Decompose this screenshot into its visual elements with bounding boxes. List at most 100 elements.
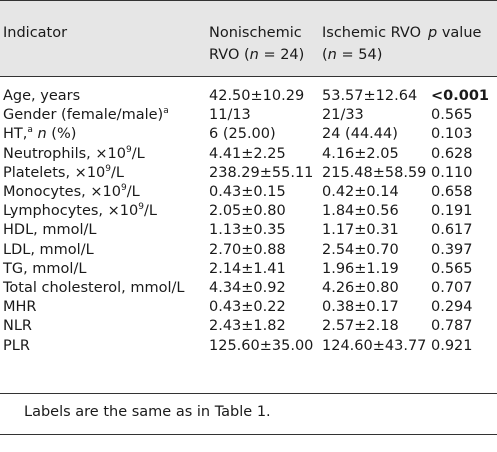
header-nonischemic-line1: Nonischemic: [209, 25, 302, 41]
cell-ischemic: 0.38±0.17: [322, 299, 399, 316]
header-pvalue-p: p: [428, 25, 438, 41]
cell-ischemic: 1.96±1.19: [322, 260, 399, 277]
table-footnote: Labels are the same as in Table 1.: [24, 404, 271, 420]
table-row: Monocytes, ×109/L 0.43±0.15 0.42±0.14 0.658: [0, 183, 497, 201]
table-row: TG, mmol/L 2.14±1.41 1.96±1.19 0.565: [0, 260, 497, 278]
header-ischemic: Ischemic RVO (n = 54): [322, 22, 421, 66]
cell-indicator: HT,a n (%): [3, 125, 76, 143]
cell-indicator-text: HT,: [3, 126, 28, 143]
cell-indicator-unit: /L: [126, 184, 140, 200]
cell-indicator: MHR: [3, 299, 37, 316]
table-row: HDL, mmol/L 1.13±0.35 1.17±0.31 0.617: [0, 221, 497, 239]
header-indicator-label: Indicator: [3, 25, 68, 41]
header-pvalue-rest: value: [437, 25, 482, 41]
cell-nonischemic: 2.14±1.41: [209, 260, 286, 277]
header-nonischemic-pre: RVO (: [209, 47, 250, 63]
cell-nonischemic: 4.41±2.25: [209, 145, 286, 162]
cell-indicator-text: Monocytes, ×10: [3, 184, 121, 200]
table-row: Total cholesterol, mmol/L 4.34±0.92 4.26±0…: [0, 279, 497, 297]
cell-nonischemic: 11/13: [209, 107, 251, 124]
cell-pvalue: 0.565: [431, 260, 473, 277]
cell-indicator: HDL, mmol/L: [3, 222, 97, 239]
cell-nonischemic: 125.60±35.00: [209, 337, 314, 354]
header-pvalue: p value: [428, 22, 481, 44]
cell-pvalue: 0.103: [431, 126, 473, 143]
cell-nonischemic: 42.50±10.29: [209, 88, 305, 104]
table-row: PLR 125.60±35.00 124.60±43.77 0.921: [0, 337, 497, 355]
cell-pvalue: 0.110: [431, 164, 473, 181]
cell-indicator: Lymphocytes, ×109/L: [3, 202, 157, 220]
cell-indicator-text: Neutrophils, ×10: [3, 145, 126, 162]
header-ischemic-pre: (: [322, 47, 328, 63]
cell-ischemic: 24 (44.44): [322, 126, 398, 143]
cell-pvalue: 0.921: [431, 337, 473, 354]
cell-ischemic: 2.54±0.70: [322, 241, 399, 258]
cell-indicator-n: n: [37, 126, 47, 143]
cell-nonischemic: 2.05±0.80: [209, 203, 286, 220]
cell-ischemic: 1.84±0.56: [322, 203, 399, 220]
cell-indicator-unit: /L: [131, 145, 145, 162]
table-row: Age, years 42.50±10.29 53.57±12.64 <0.001: [0, 87, 497, 105]
cell-ischemic: 4.26±0.80: [322, 280, 399, 296]
header-nonischemic-n: n: [249, 47, 259, 63]
cell-nonischemic: 0.43±0.15: [209, 184, 286, 200]
cell-pvalue: 0.397: [431, 241, 473, 258]
cell-indicator: Monocytes, ×109/L: [3, 183, 140, 201]
table-row: Platelets, ×109/L 238.29±55.11 215.48±58.5…: [0, 164, 497, 182]
cell-pvalue: 0.191: [431, 203, 473, 220]
header-ischemic-line1: Ischemic RVO: [322, 25, 422, 41]
table-top-rule: [0, 0, 497, 1]
cell-pvalue: 0.628: [431, 145, 473, 162]
cell-pvalue: 0.617: [431, 222, 473, 239]
header-ischemic-post: = 54): [336, 47, 383, 63]
header-ischemic-line2: (n = 54): [322, 44, 421, 66]
cell-nonischemic: 0.43±0.22: [209, 299, 286, 316]
table-row: MHR 0.43±0.22 0.38±0.17 0.294: [0, 298, 497, 316]
header-nonischemic-post: = 24): [258, 47, 305, 63]
cell-ischemic: 4.16±2.05: [322, 145, 399, 162]
table-bottom-rule: [0, 393, 497, 394]
header-ischemic-n: n: [327, 47, 337, 63]
cell-indicator-superscript: 9: [125, 144, 132, 155]
cell-pvalue: 0.565: [431, 107, 473, 124]
cell-ischemic: 53.57±12.64: [322, 88, 418, 104]
cell-indicator-text: Lymphocytes, ×10: [3, 203, 139, 220]
cell-nonischemic: 1.13±0.35: [209, 222, 286, 239]
cell-indicator-superscript: 9: [105, 163, 112, 174]
header-nonischemic-line2: RVO (n = 24): [209, 44, 304, 66]
cell-ischemic: 1.17±0.31: [322, 222, 399, 239]
cell-indicator: Neutrophils, ×109/L: [3, 145, 145, 163]
cell-indicator: Platelets, ×109/L: [3, 164, 124, 182]
cell-indicator-superscript: a: [163, 106, 169, 117]
cell-ischemic: 0.42±0.14: [322, 184, 399, 200]
cell-indicator-superscript: 9: [138, 202, 144, 213]
cell-indicator: Gender (female/male)a: [3, 106, 169, 124]
cell-pvalue: <0.001: [431, 88, 490, 104]
table-row: Lymphocytes, ×109/L 2.05±0.80 1.84±0.56 0.1…: [0, 202, 497, 220]
cell-pvalue: 0.294: [431, 299, 473, 316]
cell-indicator-superscript: 9: [120, 183, 127, 193]
table-row: HT,a n (%) 6 (25.00) 24 (44.44) 0.103: [0, 125, 497, 143]
cell-ischemic: 215.48±58.59: [322, 164, 427, 181]
cell-indicator: LDL, mmol/L: [3, 241, 94, 258]
cell-indicator: Total cholesterol, mmol/L: [3, 280, 185, 296]
cell-nonischemic: 238.29±55.11: [209, 164, 314, 181]
cell-ischemic: 124.60±43.77: [322, 337, 427, 354]
cell-indicator-unit: /L: [111, 164, 124, 181]
cell-indicator-unit: /L: [144, 203, 157, 220]
cell-nonischemic: 2.43±1.82: [209, 318, 286, 335]
cell-nonischemic: 6 (25.00): [209, 126, 276, 143]
cell-indicator-unit: (%): [46, 126, 77, 143]
table-row: Gender (female/male)a 11/13 21/33 0.565: [0, 106, 497, 124]
cell-pvalue: 0.707: [431, 280, 473, 296]
cell-indicator-text: Platelets, ×10: [3, 164, 106, 181]
cell-indicator: Age, years: [3, 88, 81, 104]
cell-ischemic: 2.57±2.18: [322, 318, 399, 335]
table-row: Neutrophils, ×109/L 4.41±2.25 4.16±2.05 0.6…: [0, 145, 497, 163]
cell-ischemic: 21/33: [322, 107, 364, 124]
header-indicator: Indicator: [3, 22, 67, 44]
header-nonischemic: Nonischemic RVO (n = 24): [209, 22, 304, 66]
table-row: LDL, mmol/L 2.70±0.88 2.54±0.70 0.397: [0, 241, 497, 259]
cell-pvalue: 0.658: [431, 184, 473, 200]
